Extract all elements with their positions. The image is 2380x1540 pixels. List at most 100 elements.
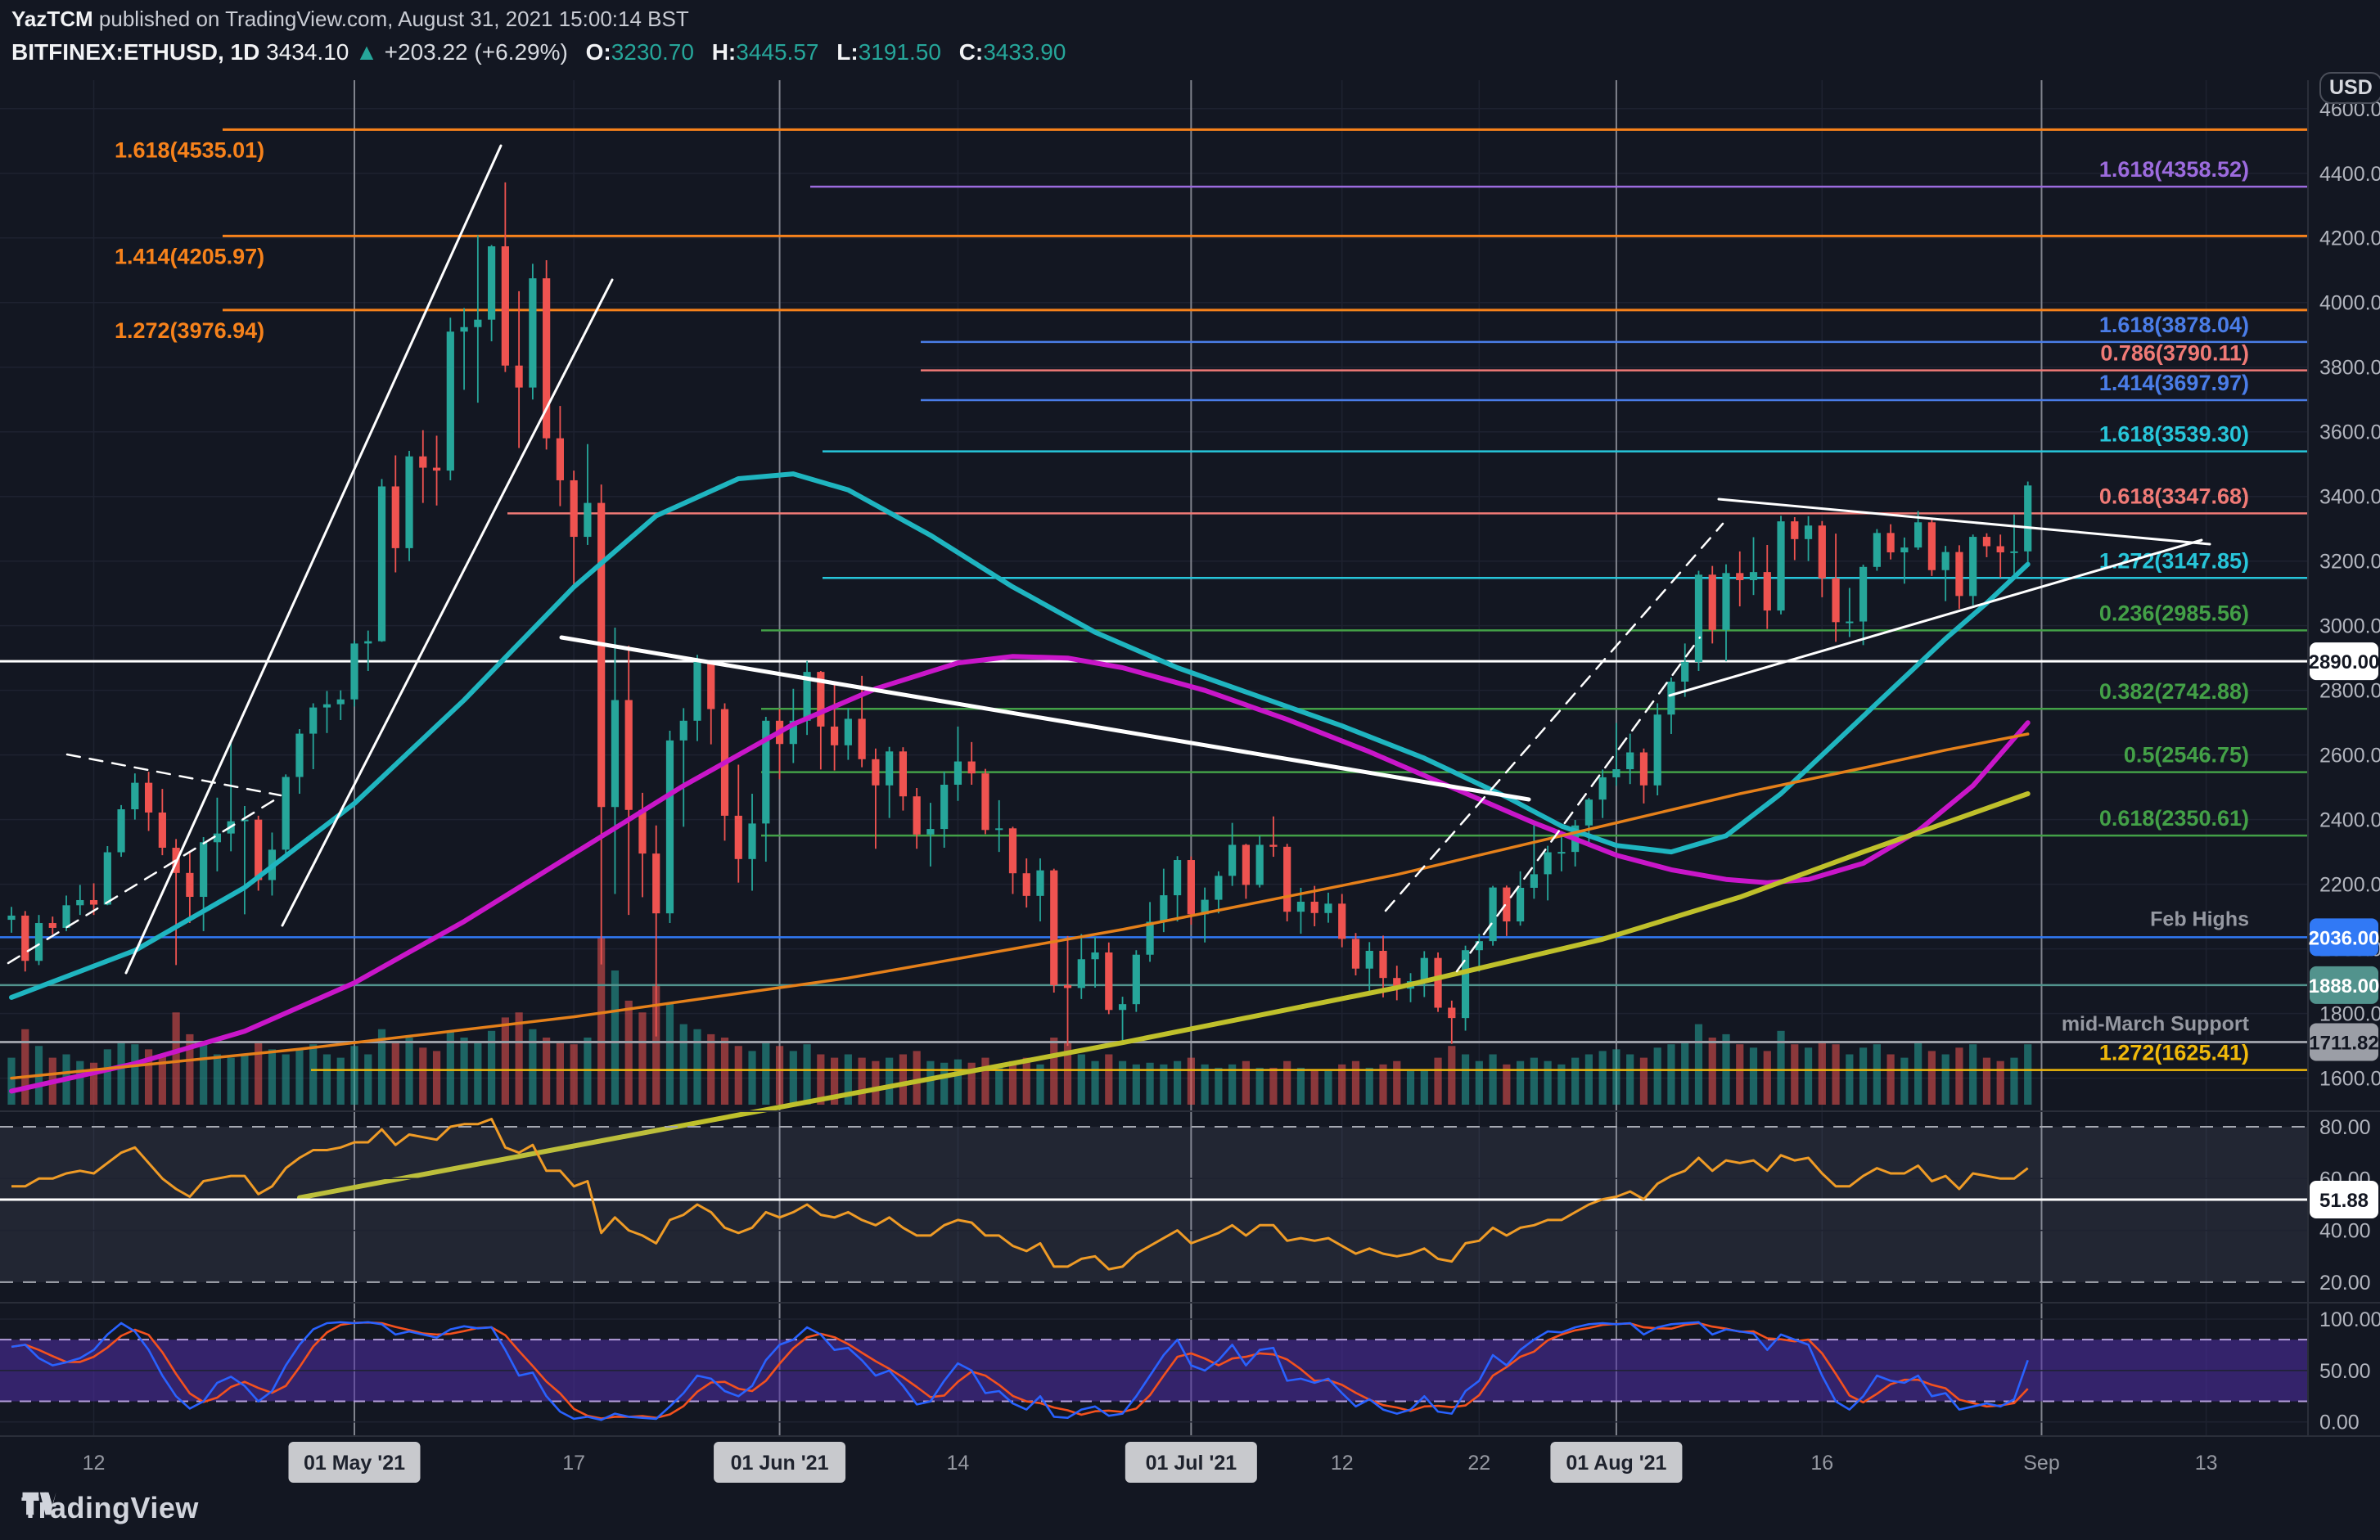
candle-body (515, 365, 523, 388)
price-badge[interactable]: 2890.00 (2309, 642, 2380, 681)
candle-body (350, 643, 358, 700)
price-badge[interactable]: 1888.00 (2309, 966, 2380, 1004)
volume-bar (1489, 1054, 1497, 1105)
candle-body (1228, 844, 1237, 876)
candle-body (446, 331, 454, 471)
volume-bar (1777, 1030, 1785, 1105)
tradingview-logo[interactable]: TradingView (21, 1491, 199, 1525)
candle-body (1351, 939, 1360, 969)
candle-body (556, 438, 564, 480)
fib-label-right: 1.272(1625.41) (2099, 1041, 2249, 1065)
candle-body (213, 833, 221, 843)
candle-body (597, 502, 606, 808)
candle-body (460, 326, 468, 332)
volume-bar (597, 937, 606, 1105)
candle-body (1008, 828, 1017, 874)
date-badge[interactable]: 01 May '21 (288, 1442, 421, 1483)
ma-magenta (9, 654, 2031, 1094)
date-badge[interactable]: 01 Jun '21 (714, 1442, 846, 1483)
volume-bar (1022, 1057, 1030, 1105)
price-axis-label: 1600.00 (2319, 1068, 2380, 1091)
fib-label-right: 1.618(3878.04) (2099, 313, 2249, 337)
fib-label-right: 0.5(2546.75) (2124, 743, 2249, 768)
date-badge-bg (714, 1442, 846, 1483)
volume-bar (227, 1057, 235, 1105)
candle-body (501, 246, 509, 366)
price-change: +203.22 (+6.29%) (384, 39, 568, 65)
date-badge-text: 01 Jun '21 (731, 1452, 829, 1475)
candle-body (1393, 978, 1401, 989)
candle-body (543, 278, 551, 439)
candle-body (241, 819, 249, 822)
candle-body (76, 899, 84, 906)
volume-bar (762, 1041, 770, 1105)
fib-label-right: 1.414(3697.97) (2099, 371, 2249, 395)
volume-bar (1475, 1060, 1483, 1105)
candle-body (1941, 552, 1950, 570)
price-badge[interactable]: 2036.00 (2309, 918, 2380, 957)
volume-bar (1626, 1054, 1634, 1105)
price-badge-bg (2310, 918, 2378, 957)
candle-body (186, 872, 194, 898)
symbol-name[interactable]: BITFINEX:ETHUSD, 1D (11, 39, 260, 65)
volume-bar (1694, 1024, 1703, 1105)
currency-axis-button[interactable]: USD (2319, 72, 2380, 104)
volume-bar (1708, 1038, 1716, 1105)
candle-body (665, 740, 674, 914)
candle-body (1667, 682, 1675, 715)
volume-bar (1681, 1041, 1689, 1105)
candle-body (953, 761, 962, 785)
candle-body (1489, 887, 1497, 942)
april-pennant-upper (65, 753, 282, 797)
candle-body (1927, 522, 1936, 570)
volume-layer (7, 937, 2032, 1105)
candle-body (474, 319, 482, 327)
volume-bar (1749, 1047, 1758, 1105)
volume-bar (913, 1051, 921, 1105)
volume-bar (570, 1044, 578, 1105)
volume-bar (748, 1051, 756, 1105)
left-channel-2 (281, 278, 614, 927)
candle-body (1804, 525, 1813, 539)
price-axis-label: 2600.00 (2319, 745, 2380, 768)
volume-bar (611, 970, 620, 1105)
volume-bar (679, 1024, 687, 1105)
date-badge[interactable]: 01 Aug '21 (1550, 1442, 1683, 1483)
price-badge-text: 2890.00 (2309, 651, 2380, 673)
candle-body (1846, 621, 1854, 624)
trendlines-layer (7, 144, 2211, 975)
candle-body (1283, 846, 1291, 912)
fib-label-right: 0.618(3347.68) (2099, 484, 2249, 508)
volume-bar (940, 1062, 949, 1105)
volume-bar (1804, 1047, 1813, 1105)
volume-bar (501, 1017, 509, 1105)
date-badge[interactable]: 01 Jul '21 (1125, 1442, 1257, 1483)
price-badge[interactable]: 1711.82 (2309, 1023, 2379, 1061)
price-axis-label: 1800.00 (2319, 1003, 2380, 1026)
volume-bar (1941, 1054, 1950, 1105)
tradingview-logo-icon (22, 1492, 56, 1515)
candle-body (131, 782, 139, 810)
candle-body (1886, 533, 1895, 553)
wedge-upper (1717, 498, 2211, 546)
volume-bar (76, 1060, 84, 1105)
volume-bar (1873, 1044, 1881, 1105)
axes-layer[interactable]: 1600.001800.002000.002200.002400.002600.… (0, 80, 2380, 1483)
candle-body (1379, 950, 1387, 979)
candle-body (1338, 903, 1346, 939)
candle-body (309, 707, 318, 734)
candle-body (488, 246, 496, 320)
candle-body (419, 456, 427, 468)
sr-line-label: Feb Highs (2150, 907, 2249, 930)
volume-bar (1886, 1054, 1895, 1105)
date-badge-bg (1125, 1442, 1257, 1483)
date-tick-label: 14 (947, 1452, 970, 1475)
volume-bar (1338, 1064, 1346, 1105)
candle-body (899, 751, 907, 797)
candle-body (570, 480, 578, 538)
candles-layer[interactable] (7, 182, 2032, 1047)
rsi-badge[interactable]: 51.88 (2310, 1180, 2378, 1218)
candle-body (391, 486, 399, 548)
